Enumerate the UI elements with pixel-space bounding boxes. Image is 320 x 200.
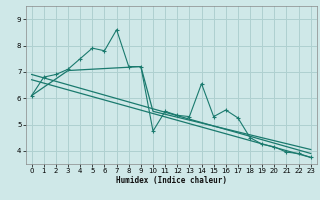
X-axis label: Humidex (Indice chaleur): Humidex (Indice chaleur) — [116, 176, 227, 185]
